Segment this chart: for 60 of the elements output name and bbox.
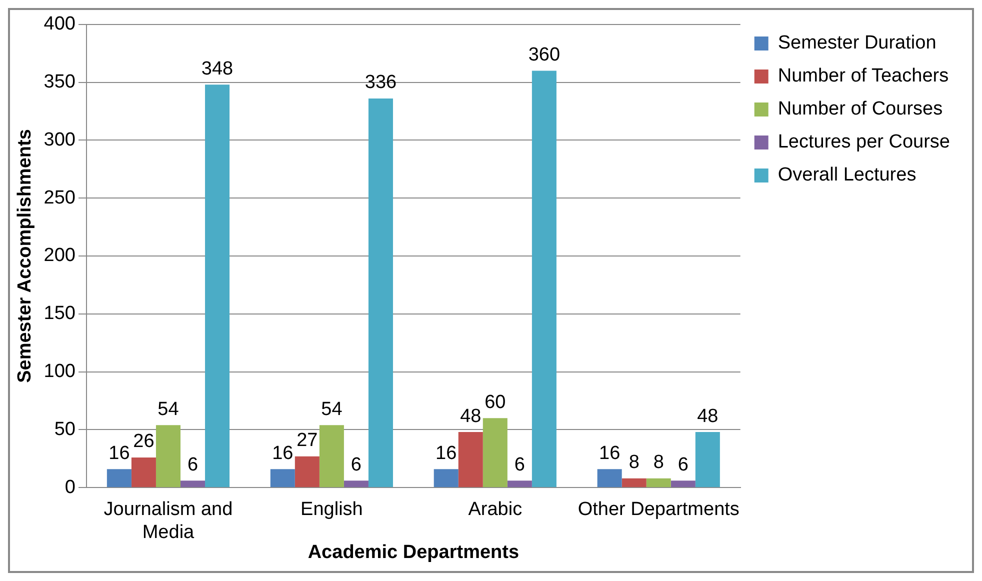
bar (131, 457, 156, 488)
bar (482, 418, 508, 488)
data-label: 16 (108, 442, 130, 464)
y-axis-title: Semester Accomplishments (14, 129, 36, 383)
legend-label: Number of Courses (778, 98, 943, 120)
bar (180, 480, 206, 488)
bar (532, 70, 556, 488)
data-label: 48 (460, 406, 482, 427)
x-tick-label: Journalism and Media (104, 499, 233, 544)
bar (597, 469, 622, 488)
data-label: 16 (599, 442, 620, 464)
bar (205, 84, 230, 488)
data-label: 336 (364, 72, 397, 94)
y-tick-label: 0 (64, 476, 76, 498)
y-tick-label: 400 (44, 14, 76, 35)
data-label: 60 (484, 392, 506, 413)
legend-label: Overall Lectures (778, 164, 916, 186)
bar (458, 432, 483, 488)
bar (368, 98, 393, 488)
y-tick-label: 150 (44, 303, 76, 324)
data-label: 6 (514, 454, 525, 476)
bar (646, 478, 671, 488)
data-label: 27 (296, 430, 318, 452)
data-label: 16 (272, 442, 294, 464)
y-tick-label: 100 (44, 361, 76, 382)
bar (344, 480, 368, 488)
bar (695, 432, 720, 488)
data-label: 6 (350, 454, 362, 476)
legend-label: Semester Duration (778, 32, 936, 54)
bar (156, 425, 180, 488)
bar (434, 469, 458, 488)
bar (622, 478, 646, 488)
legend-label: Number of Teachers (778, 66, 949, 87)
y-tick-label: 200 (44, 245, 76, 266)
data-label: 6 (187, 454, 198, 476)
y-tick-label: 350 (44, 72, 76, 93)
x-axis-title: Academic Departments (308, 542, 520, 563)
bar (294, 456, 320, 488)
data-label: 360 (528, 44, 560, 66)
legend-label: Lectures per Course (778, 132, 950, 153)
data-label: 26 (133, 431, 154, 452)
y-tick-label: 250 (44, 187, 76, 208)
data-label: 8 (628, 452, 640, 474)
data-label: 54 (321, 398, 343, 420)
bar (106, 469, 132, 488)
data-label: 348 (201, 58, 234, 80)
data-label: 54 (158, 398, 180, 420)
data-label: 8 (653, 452, 664, 474)
x-tick-label: Other Departments (578, 499, 740, 520)
y-tick-label: 300 (44, 129, 76, 150)
data-label: 16 (436, 442, 457, 464)
x-tick-label: Arabic (468, 499, 522, 520)
bar (507, 480, 532, 488)
x-tick-label: English (300, 499, 363, 520)
y-tick-label: 50 (54, 418, 76, 440)
bar (270, 469, 295, 488)
data-label: 48 (697, 406, 718, 427)
bar (319, 425, 344, 488)
bar (670, 480, 696, 488)
data-label: 6 (678, 454, 688, 476)
